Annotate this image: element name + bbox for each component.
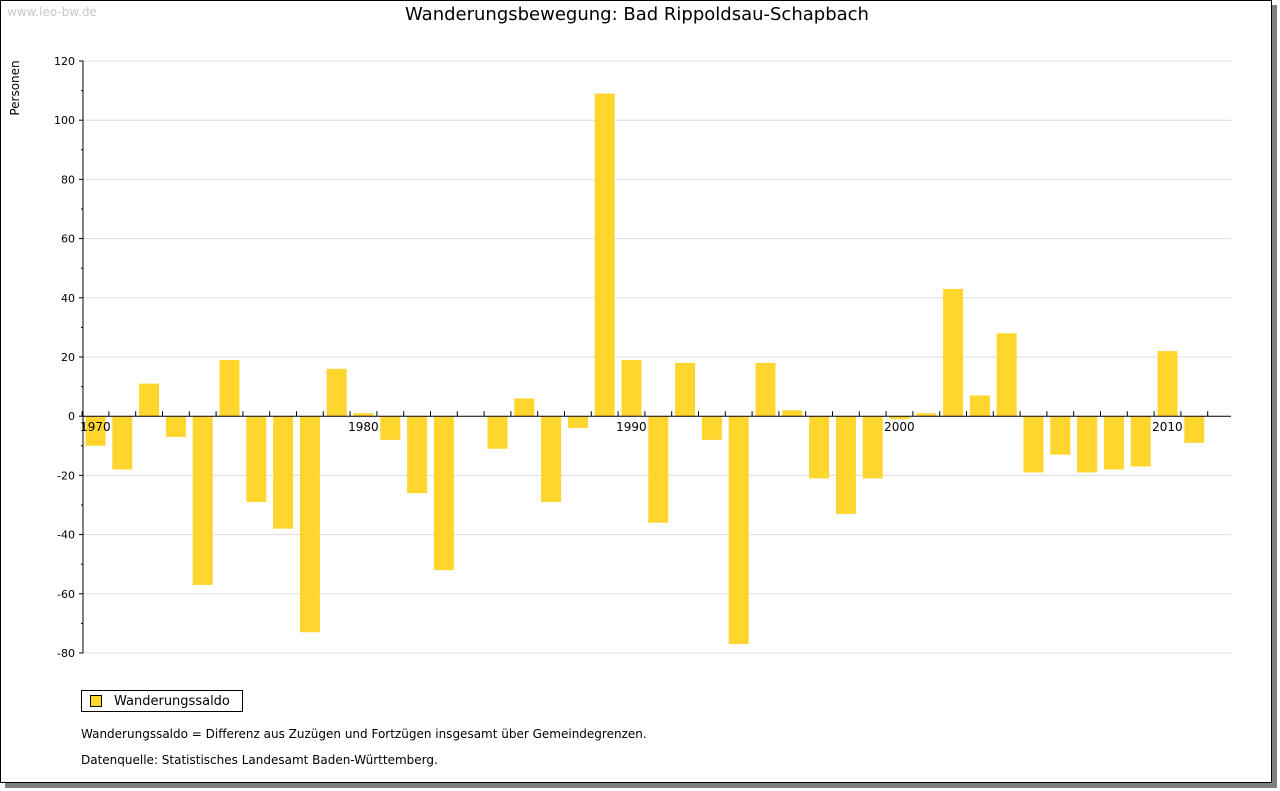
bar-1971 — [112, 416, 133, 470]
bar-2004 — [996, 333, 1017, 417]
x-tick-label: 2000 — [884, 420, 915, 434]
bar-1981 — [380, 416, 401, 440]
bar-1988 — [567, 416, 588, 429]
y-tick-label: -60 — [57, 588, 75, 601]
bar-1995 — [755, 362, 776, 417]
bar-1993 — [701, 416, 722, 440]
bar-1999 — [862, 416, 883, 479]
bar-1996 — [782, 410, 803, 417]
chart-title: Wanderungsbewegung: Bad Rippoldsau-Schap… — [405, 4, 869, 25]
watermark: www.leo-bw.de — [7, 5, 97, 19]
bar-1985 — [487, 416, 508, 449]
y-tick-label: -40 — [57, 529, 75, 542]
bar-2000 — [889, 416, 910, 420]
bars — [85, 93, 1205, 645]
bar-1992 — [675, 362, 696, 417]
bar-1997 — [809, 416, 830, 479]
bar-2005 — [1023, 416, 1044, 473]
bar-2009 — [1130, 416, 1151, 467]
x-tick-label: 1970 — [80, 420, 111, 434]
y-tick-label: 60 — [61, 233, 75, 246]
bar-1987 — [541, 416, 562, 503]
bar-1979 — [326, 368, 347, 417]
bar-1972 — [139, 383, 160, 417]
x-tick-label: 1990 — [616, 420, 647, 434]
bar-2002 — [943, 288, 964, 417]
y-tick-label: 0 — [68, 410, 75, 423]
bar-1976 — [246, 416, 267, 503]
bar-1975 — [219, 359, 240, 417]
grid-lines — [83, 60, 1231, 654]
legend-swatch — [90, 695, 102, 707]
bar-2010 — [1157, 351, 1178, 417]
bar-1982 — [407, 416, 428, 494]
y-tick-label: 40 — [61, 292, 75, 305]
bar-1970 — [85, 416, 106, 446]
bar-1994 — [728, 416, 749, 645]
bar-2008 — [1103, 416, 1124, 470]
bar-2011 — [1184, 416, 1205, 443]
bar-1983 — [433, 416, 454, 571]
bar-2006 — [1050, 416, 1071, 455]
x-tick-label: 2010 — [1152, 420, 1183, 434]
y-tick-label: 80 — [61, 173, 75, 186]
bar-1977 — [273, 416, 294, 529]
tick-labels: -80 -60 -40 -20 0 20 40 60 80 100 120 1970 1980 1990 2… — [54, 55, 1183, 660]
bar-1986 — [514, 398, 535, 417]
x-tick-label: 1980 — [348, 420, 379, 434]
bar-1978 — [299, 416, 320, 633]
legend-label: Wanderungssaldo — [114, 693, 230, 709]
y-tick-label: -80 — [57, 647, 75, 660]
y-tick-label: 120 — [54, 55, 75, 68]
bar-1998 — [835, 416, 856, 514]
source-note: Datenquelle: Statistisches Landesamt Bad… — [81, 753, 438, 767]
bar-1989 — [594, 93, 615, 417]
axes — [79, 60, 1231, 654]
bar-1990 — [621, 359, 642, 417]
y-tick-label: -20 — [57, 469, 75, 482]
bar-2001 — [916, 413, 937, 417]
bar-1974 — [192, 416, 213, 585]
bar-1973 — [165, 416, 186, 437]
bar-1991 — [648, 416, 669, 523]
y-tick-label: 20 — [61, 351, 75, 364]
bar-2003 — [969, 395, 990, 417]
bar-1980 — [353, 413, 374, 417]
y-tick-label: 100 — [54, 114, 75, 127]
legend: Wanderungssaldo — [81, 690, 243, 712]
bar-2007 — [1077, 416, 1098, 473]
definition-note: Wanderungssaldo = Differenz aus Zuzügen … — [81, 727, 647, 741]
